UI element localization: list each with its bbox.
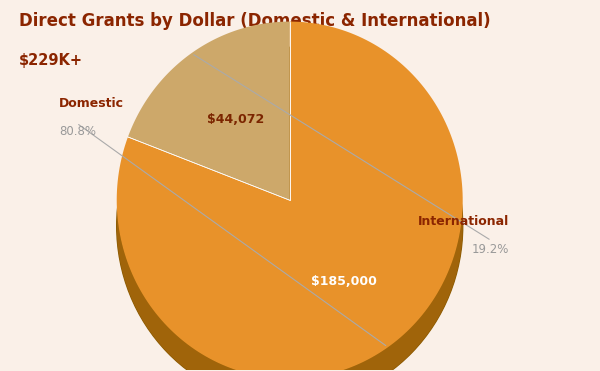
Polygon shape	[117, 203, 463, 371]
Text: $229K+: $229K+	[19, 53, 83, 68]
Text: Domestic: Domestic	[59, 97, 124, 110]
Polygon shape	[117, 22, 463, 371]
Text: $44,072: $44,072	[207, 113, 264, 126]
Text: $185,000: $185,000	[311, 275, 377, 288]
Ellipse shape	[117, 47, 463, 371]
Polygon shape	[128, 22, 290, 200]
Text: International: International	[418, 215, 509, 228]
Text: 80.8%: 80.8%	[59, 125, 96, 138]
Text: 19.2%: 19.2%	[472, 243, 509, 256]
Text: Direct Grants by Dollar (Domestic & International): Direct Grants by Dollar (Domestic & Inte…	[19, 13, 490, 30]
